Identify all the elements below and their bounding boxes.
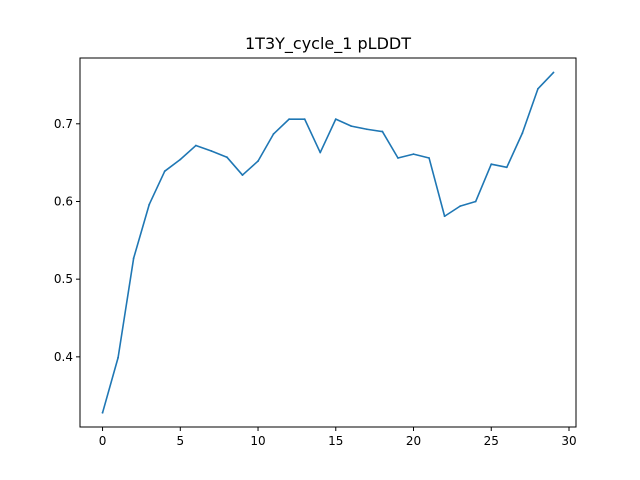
data-point (366, 128, 368, 130)
x-tick-label: 0 (99, 434, 107, 448)
x-tick-label: 20 (406, 434, 421, 448)
data-point (179, 159, 181, 161)
data-point (195, 145, 197, 147)
data-point (226, 156, 228, 158)
data-point (475, 201, 477, 203)
data-point (350, 125, 352, 127)
data-point (490, 163, 492, 165)
data-point (304, 118, 306, 120)
y-tick-label: 0.5 (54, 272, 73, 286)
x-tick-label: 30 (561, 434, 576, 448)
data-point (397, 157, 399, 159)
data-point (521, 132, 523, 134)
series-line (103, 73, 554, 413)
plot-area (102, 72, 555, 414)
data-point (506, 166, 508, 168)
data-point (210, 150, 212, 152)
data-point (428, 157, 430, 159)
y-axis: 0.4 0.5 0.6 0.7 (54, 117, 80, 364)
chart-title: 1T3Y_cycle_1 pLDDT (245, 34, 411, 54)
x-tick-label: 10 (250, 434, 265, 448)
x-tick-label: 15 (328, 434, 343, 448)
y-tick-label: 0.4 (54, 350, 73, 364)
data-point (273, 133, 275, 135)
data-point (553, 72, 555, 74)
data-point (102, 412, 104, 414)
y-tick-label: 0.6 (54, 194, 73, 208)
data-point (319, 152, 321, 154)
x-tick-label: 25 (484, 434, 499, 448)
data-point (382, 131, 384, 133)
data-point (242, 174, 244, 176)
data-point (335, 118, 337, 120)
data-point (257, 160, 259, 162)
y-tick-label: 0.7 (54, 117, 73, 131)
x-tick-label: 5 (176, 434, 184, 448)
data-point (117, 357, 119, 359)
data-point (288, 118, 290, 120)
data-point (164, 170, 166, 172)
data-point (413, 153, 415, 155)
data-point (444, 215, 446, 217)
data-point (459, 205, 461, 207)
axes-frame (80, 58, 576, 427)
data-point (148, 204, 150, 206)
x-axis: 0 5 10 15 20 25 30 (99, 427, 577, 448)
data-point (537, 88, 539, 90)
data-point (133, 257, 135, 259)
